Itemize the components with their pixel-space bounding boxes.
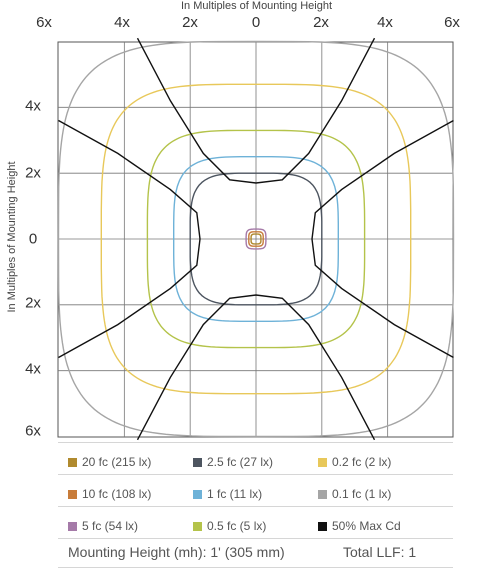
iso-contour	[57, 40, 455, 438]
legend-item: 2.5 fc (27 lx)	[193, 455, 273, 469]
y-tick-label: 0	[28, 230, 38, 248]
legend-swatch	[68, 490, 77, 499]
x-tick-label: 2x	[182, 14, 198, 31]
y-tick-label: 4x	[25, 97, 41, 115]
contour-layer	[57, 40, 455, 438]
x-tick-label: 6x	[36, 14, 52, 31]
legend-row: 5 fc (54 lx) 0.5 fc (5 lx) 50% Max Cd	[58, 506, 453, 539]
x-tick-label: 0	[251, 14, 261, 31]
x-tick-label: 4x	[377, 14, 393, 31]
legend-swatch	[193, 490, 202, 499]
y-tick-label: 4x	[25, 360, 41, 378]
iso-contour	[248, 231, 264, 247]
legend-item: 5 fc (54 lx)	[68, 519, 138, 533]
legend-item: 0.1 fc (1 lx)	[318, 487, 391, 501]
y-tick-label: 2x	[25, 164, 41, 182]
max-cd-curve	[136, 37, 376, 184]
iso-contour	[245, 228, 267, 250]
iso-contour	[146, 129, 366, 349]
legend: 20 fc (215 lx) 2.5 fc (27 lx) 0.2 fc (2 …	[58, 442, 453, 538]
footer: Mounting Height (mh): 1' (305 mm) Total …	[58, 538, 453, 568]
legend-item: 1 fc (11 lx)	[193, 487, 262, 501]
max-cd-curve	[136, 294, 376, 441]
legend-swatch	[318, 522, 327, 531]
grid	[57, 41, 454, 438]
iso-contour	[189, 172, 323, 306]
legend-swatch	[193, 522, 202, 531]
y-tick-label: 2x	[25, 294, 41, 312]
y-tick-label: 6x	[25, 422, 41, 440]
legend-swatch	[193, 458, 202, 467]
iso-contour	[250, 233, 262, 245]
legend-item: 10 fc (108 lx)	[68, 487, 151, 501]
max-cd-layer	[58, 37, 454, 441]
legend-swatch	[318, 490, 327, 499]
legend-swatch	[68, 522, 77, 531]
max-cd-curve	[58, 119, 201, 359]
legend-row: 10 fc (108 lx) 1 fc (11 lx) 0.1 fc (1 lx…	[58, 474, 453, 507]
legend-item: 0.2 fc (2 lx)	[318, 455, 391, 469]
legend-item: 50% Max Cd	[318, 519, 401, 533]
iso-contour	[173, 156, 339, 322]
plot-frame	[57, 41, 454, 438]
legend-swatch	[68, 458, 77, 467]
legend-swatch	[318, 458, 327, 467]
x-tick-label: 2x	[313, 14, 329, 31]
x-tick-label: 6x	[444, 14, 460, 31]
total-llf-text: Total LLF: 1	[343, 544, 417, 560]
legend-item: 0.5 fc (5 lx)	[193, 519, 266, 533]
legend-item: 20 fc (215 lx)	[68, 455, 151, 469]
mounting-height-text: Mounting Height (mh): 1' (305 mm)	[68, 544, 285, 560]
max-cd-curve	[311, 119, 454, 359]
iso-contour	[100, 83, 412, 395]
x-tick-label: 4x	[114, 14, 130, 31]
x-axis-title: In Multiples of Mounting Height	[180, 0, 333, 12]
isofootcandle-chart	[57, 37, 455, 441]
legend-row: 20 fc (215 lx) 2.5 fc (27 lx) 0.2 fc (2 …	[58, 442, 453, 475]
